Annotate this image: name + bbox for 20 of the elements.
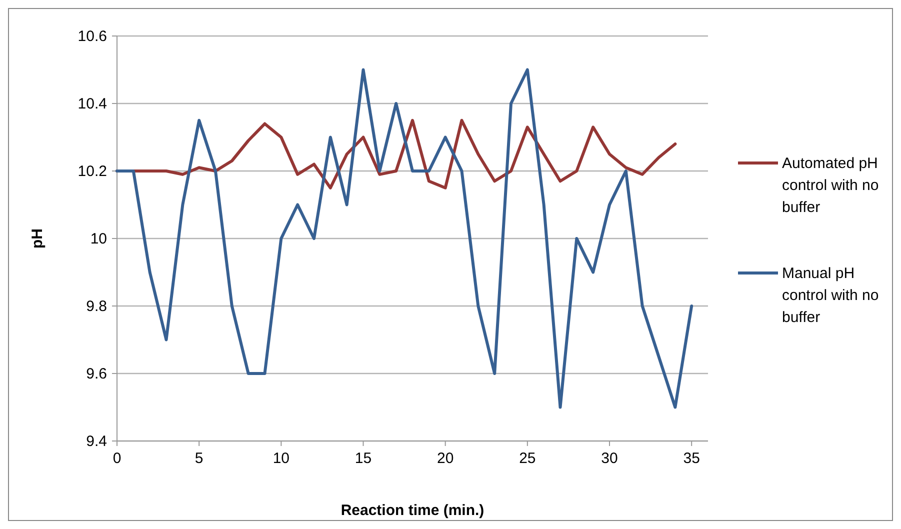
legend-label: Automated pH control with no buffer	[782, 155, 879, 216]
y-tick-label: 10	[90, 230, 107, 248]
y-tick-label: 9.6	[86, 366, 107, 382]
x-tick-label: 15	[354, 450, 372, 467]
y-tick-label: 10.6	[78, 28, 107, 45]
legend-label: Manual pH control with no buffer	[782, 265, 879, 326]
y-axis-title: pH	[29, 228, 46, 248]
x-tick-label: 30	[601, 450, 618, 467]
x-axis-title: Reaction time (min.)	[340, 502, 484, 519]
x-tick-label: 35	[683, 450, 700, 467]
x-tick-label: 5	[194, 450, 204, 467]
x-tick-label: 25	[519, 450, 536, 467]
y-tick-label: 9.8	[86, 298, 107, 315]
y-tick-label: 10.2	[78, 163, 107, 180]
x-tick-label: 10	[272, 450, 290, 467]
x-tick-label: 20	[436, 450, 454, 467]
y-tick-label: 10.4	[78, 96, 107, 112]
line-series	[116, 68, 694, 409]
y-tick-label: 9.4	[86, 433, 107, 450]
x-tick-label: 0	[112, 450, 122, 467]
